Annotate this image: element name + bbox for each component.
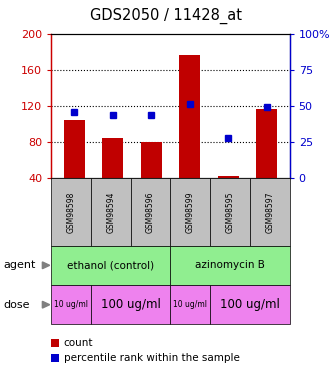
- Bar: [64, 120, 85, 178]
- Text: 100 ug/ml: 100 ug/ml: [220, 298, 280, 311]
- Text: GDS2050 / 11428_at: GDS2050 / 11428_at: [89, 8, 242, 24]
- Text: GSM98597: GSM98597: [265, 191, 274, 232]
- Text: count: count: [64, 338, 93, 348]
- Text: GSM98598: GSM98598: [67, 191, 76, 232]
- Text: agent: agent: [3, 260, 36, 270]
- Bar: [141, 142, 162, 178]
- Text: 10 ug/ml: 10 ug/ml: [173, 300, 207, 309]
- Text: dose: dose: [3, 300, 30, 310]
- Bar: [179, 56, 200, 178]
- Text: azinomycin B: azinomycin B: [195, 260, 265, 270]
- Bar: [217, 176, 239, 178]
- Polygon shape: [42, 262, 50, 268]
- Text: 10 ug/ml: 10 ug/ml: [54, 300, 88, 309]
- Text: GSM98594: GSM98594: [106, 191, 116, 232]
- Text: GSM98599: GSM98599: [186, 191, 195, 232]
- Text: 100 ug/ml: 100 ug/ml: [101, 298, 161, 311]
- Polygon shape: [42, 302, 50, 308]
- Text: GSM98595: GSM98595: [225, 191, 235, 232]
- Bar: [256, 109, 277, 178]
- Text: percentile rank within the sample: percentile rank within the sample: [64, 353, 239, 363]
- Text: GSM98596: GSM98596: [146, 191, 155, 232]
- Text: ethanol (control): ethanol (control): [67, 260, 155, 270]
- Bar: [102, 138, 123, 178]
